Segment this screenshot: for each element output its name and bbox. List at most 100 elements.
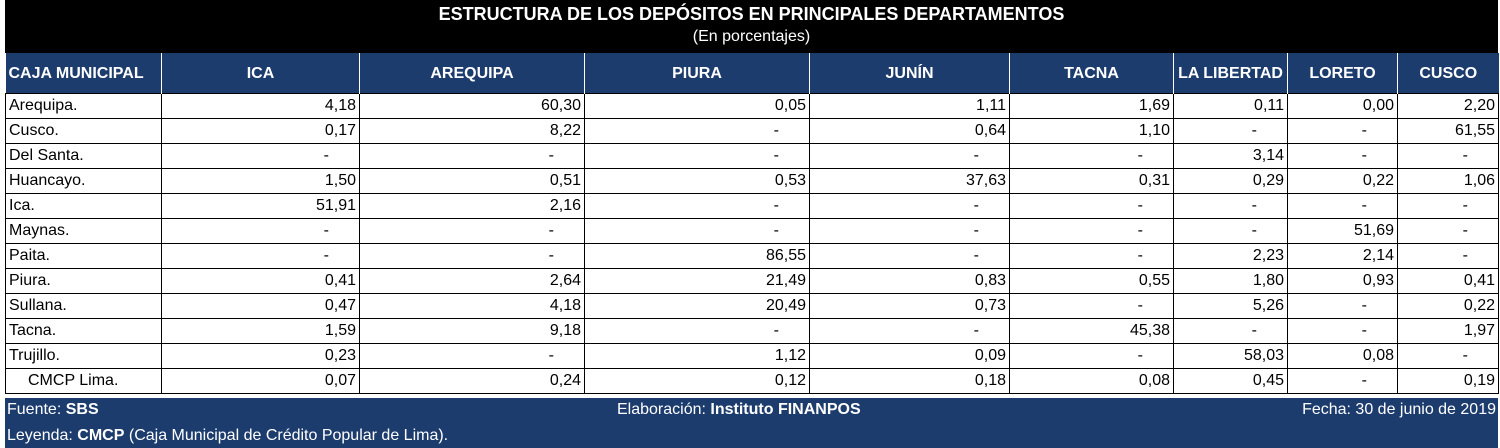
table-cell: 61,55 [1397, 118, 1499, 144]
table-cell: - [359, 343, 585, 369]
table-cell: 86,55 [584, 243, 810, 269]
table-cell: 0,73 [809, 293, 1010, 319]
table-cell: 0,07 [161, 368, 360, 394]
table-row: CMCP Lima. 0,07 0,24 0,12 0,18 0,08 0,45-0,19 [5, 368, 1499, 394]
table-cell: 8,22 [359, 118, 585, 144]
table-cell: 0,12 [584, 368, 810, 394]
table-cell: 45,38 [1009, 318, 1174, 344]
table-cell: 4,18 [359, 293, 585, 319]
table-row: Del Santa. - - - - -3,14- - [5, 143, 1499, 169]
table-cell: - [161, 243, 360, 269]
table-cell: - [1397, 143, 1499, 169]
table-cell: 0,18 [809, 368, 1010, 394]
table-cell: 2,14 [1287, 243, 1398, 269]
made-by-label: Elaboración: [617, 401, 706, 418]
table-footer: Fuente: SBS Elaboración: Instituto FINAN… [5, 398, 1498, 448]
table-cell: 0,93 [1287, 268, 1398, 294]
table-title: ESTRUCTURA DE LOS DEPÓSITOS EN PRINCIPAL… [438, 4, 1065, 24]
row-label: Paita. [5, 243, 162, 269]
table-cell: 1,10 [1009, 118, 1174, 144]
table-cell: 21,49 [584, 268, 810, 294]
row-label: Maynas. [5, 218, 162, 244]
table-cell: - [359, 143, 585, 169]
table-row: Tacna. 1,59 9,18- -45,38- -1,97 [5, 318, 1499, 344]
table-cell: 20,49 [584, 293, 810, 319]
row-label: Trujillo. [5, 343, 162, 369]
table-cell: 0,08 [1009, 368, 1174, 394]
table-cell: - [809, 193, 1010, 219]
row-label: Sullana. [5, 293, 162, 319]
table-cell: 0,05 [584, 93, 810, 119]
legend-text: (Caja Municipal de Crédito Popular de Li… [128, 427, 449, 444]
column-header: TACNA [1009, 53, 1174, 94]
row-label: CMCP Lima. [5, 368, 162, 394]
table-cell: - [809, 143, 1010, 169]
table-cell: 0,19 [1397, 368, 1499, 394]
table-cell: 37,63 [809, 168, 1010, 194]
table-cell: 5,26 [1173, 293, 1288, 319]
table-cell: 1,11 [809, 93, 1010, 119]
column-header: ICA [161, 53, 360, 94]
table-row: Maynas. - - - - - -51,69- [5, 218, 1499, 244]
table-cell: 51,91 [161, 193, 360, 219]
table-cell: 0,09 [809, 343, 1010, 369]
header-row: CAJA MUNICIPAL ICA AREQUIPA PIURA JUNÍN … [5, 53, 1499, 94]
source-label: Fuente: [7, 401, 62, 418]
table-cell: 9,18 [359, 318, 585, 344]
table-cell: 1,80 [1173, 268, 1288, 294]
table-cell: - [1009, 343, 1174, 369]
table-cell: 0,55 [1009, 268, 1174, 294]
table-cell: - [1009, 143, 1174, 169]
table-cell: - [1173, 318, 1288, 344]
table-cell: 3,14 [1173, 143, 1288, 169]
table-cell: 1,50 [161, 168, 360, 194]
table-cell: - [1009, 193, 1174, 219]
made-by-note: Elaboración: Instituto FINANPOS [617, 401, 861, 419]
legend-label: Leyenda: [7, 427, 73, 444]
table-cell: 0,23 [161, 343, 360, 369]
table-cell: 0,00 [1287, 93, 1398, 119]
table-cell: - [1009, 293, 1174, 319]
column-header: LA LIBERTAD [1173, 53, 1288, 94]
table-cell: - [1397, 193, 1499, 219]
table-cell: - [1173, 118, 1288, 144]
source-value: SBS [65, 401, 99, 418]
made-by-value: Instituto FINANPOS [710, 401, 861, 418]
table-cell: 1,69 [1009, 93, 1174, 119]
table-cell: 4,18 [161, 93, 360, 119]
legend-abbr: CMCP [77, 427, 125, 444]
table-cell: 2,23 [1173, 243, 1288, 269]
column-header: AREQUIPA [359, 53, 585, 94]
table-cell: 0,17 [161, 118, 360, 144]
column-header: CAJA MUNICIPAL [5, 53, 162, 94]
table-cell: 0,41 [1397, 268, 1499, 294]
table-cell: - [359, 218, 585, 244]
column-header: JUNÍN [809, 53, 1010, 94]
row-label: Del Santa. [5, 143, 162, 169]
table-cell: - [1009, 243, 1174, 269]
table-cell: - [1287, 118, 1398, 144]
table-cell: 1,12 [584, 343, 810, 369]
row-label: Cusco. [5, 118, 162, 144]
table-cell: 0,53 [584, 168, 810, 194]
table-cell: 0,41 [161, 268, 360, 294]
table-cell: 0,22 [1397, 293, 1499, 319]
table-row: Piura. 0,41 2,64 21,49 0,83 0,55 1,80 0,93 0,41 [5, 268, 1499, 294]
table-cell: 2,20 [1397, 93, 1499, 119]
table-cell: - [359, 243, 585, 269]
table-cell: - [584, 318, 810, 344]
source-note: Fuente: SBS [7, 401, 99, 419]
legend-note: Leyenda: CMCP (Caja Municipal de Crédito… [7, 427, 448, 445]
column-header: LORETO [1287, 53, 1398, 94]
table-cell: 0,08 [1287, 343, 1398, 369]
table-cell: - [809, 218, 1010, 244]
table-cell: - [584, 193, 810, 219]
table-cell: - [1397, 218, 1499, 244]
table-cell: 1,59 [161, 318, 360, 344]
table-cell: 0,64 [809, 118, 1010, 144]
table-row: Cusco. 0,17 8,22-0,64 1,10- -61,55 [5, 118, 1499, 144]
table-cell: - [584, 143, 810, 169]
table-cell: 0,11 [1173, 93, 1288, 119]
row-label: Ica. [5, 193, 162, 219]
table-cell: - [1009, 218, 1174, 244]
